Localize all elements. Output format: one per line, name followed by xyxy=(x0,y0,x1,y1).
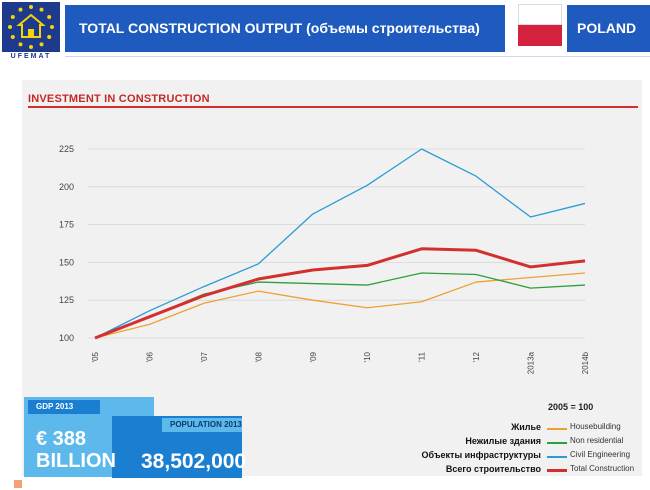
gdp-label: GDP 2013 xyxy=(28,400,100,414)
series-line-total-construction xyxy=(94,247,586,340)
title-bar: TOTAL CONSTRUCTION OUTPUT (объемы строит… xyxy=(65,5,505,52)
legend-label-en: Non residential xyxy=(570,436,624,445)
y-tick-label: 150 xyxy=(59,257,74,267)
population-label: POPULATION 2013 xyxy=(162,418,242,432)
legend-swatch xyxy=(547,456,567,458)
x-tick-label: 2014b xyxy=(581,351,590,374)
country-name: POLAND xyxy=(577,20,637,36)
legend-swatch xyxy=(547,442,567,444)
x-tick-label: '10 xyxy=(363,351,372,362)
base-year-note: 2005 = 100 xyxy=(548,402,594,412)
gdp-value: € 388 BILLION xyxy=(36,428,116,472)
x-tick-label: 2013a xyxy=(527,351,536,374)
x-tick-label: '09 xyxy=(309,351,318,362)
y-tick-label: 125 xyxy=(59,295,74,305)
corner-marker xyxy=(14,480,22,488)
legend-label-ru: Нежилые здания xyxy=(465,436,541,446)
legend-item: Нежилые здания Non residential xyxy=(395,436,645,450)
country-bar: POLAND xyxy=(567,5,650,52)
y-tick-label: 200 xyxy=(59,182,74,192)
poland-flag-icon xyxy=(518,4,562,46)
legend-item: Жилье Housebuilding xyxy=(395,422,645,436)
ufemat-logo xyxy=(2,2,60,52)
x-tick-label: '06 xyxy=(145,351,154,362)
page-title: TOTAL CONSTRUCTION OUTPUT (объемы строит… xyxy=(79,20,480,36)
logo-text: UFEMAT xyxy=(10,53,52,60)
legend-swatch xyxy=(547,469,567,472)
legend-label-ru: Всего строительство xyxy=(445,464,541,474)
legend-label-en: Housebuilding xyxy=(570,422,621,431)
legend-label-ru: Жилье xyxy=(511,422,541,432)
gdp-amount: € 388 xyxy=(36,428,87,450)
legend-item: Всего строительство Total Construction xyxy=(395,464,645,478)
legend-label-en: Civil Engineering xyxy=(570,450,631,459)
x-tick-label: '08 xyxy=(254,351,263,362)
series-line-non-residential xyxy=(94,272,586,339)
legend-label-ru: Объекты инфраструктуры xyxy=(421,450,541,460)
x-tick-label: '05 xyxy=(91,351,100,362)
y-tick-label: 175 xyxy=(59,220,74,230)
x-tick-label: '12 xyxy=(472,351,481,362)
header: UFEMAT TOTAL CONSTRUCTION OUTPUT (объемы… xyxy=(0,0,650,63)
series-line-housebuilding xyxy=(94,272,586,339)
series-line-civil-engineering xyxy=(94,148,586,339)
legend-item: Объекты инфраструктуры Civil Engineering xyxy=(395,450,645,464)
chart-title: INVESTMENT IN CONSTRUCTION xyxy=(28,93,210,105)
header-divider xyxy=(65,56,650,57)
gdp-unit: BILLION xyxy=(36,450,116,472)
y-tick-label: 225 xyxy=(59,144,74,154)
eu-stars-house-icon xyxy=(8,5,54,49)
chart-title-rule xyxy=(28,106,638,108)
legend-label-en: Total Construction xyxy=(570,464,635,473)
x-tick-label: '07 xyxy=(200,351,209,362)
y-tick-label: 100 xyxy=(59,333,74,343)
legend-swatch xyxy=(547,428,567,430)
population-value: 38,502,000 xyxy=(141,450,247,473)
x-tick-label: '11 xyxy=(418,351,427,361)
